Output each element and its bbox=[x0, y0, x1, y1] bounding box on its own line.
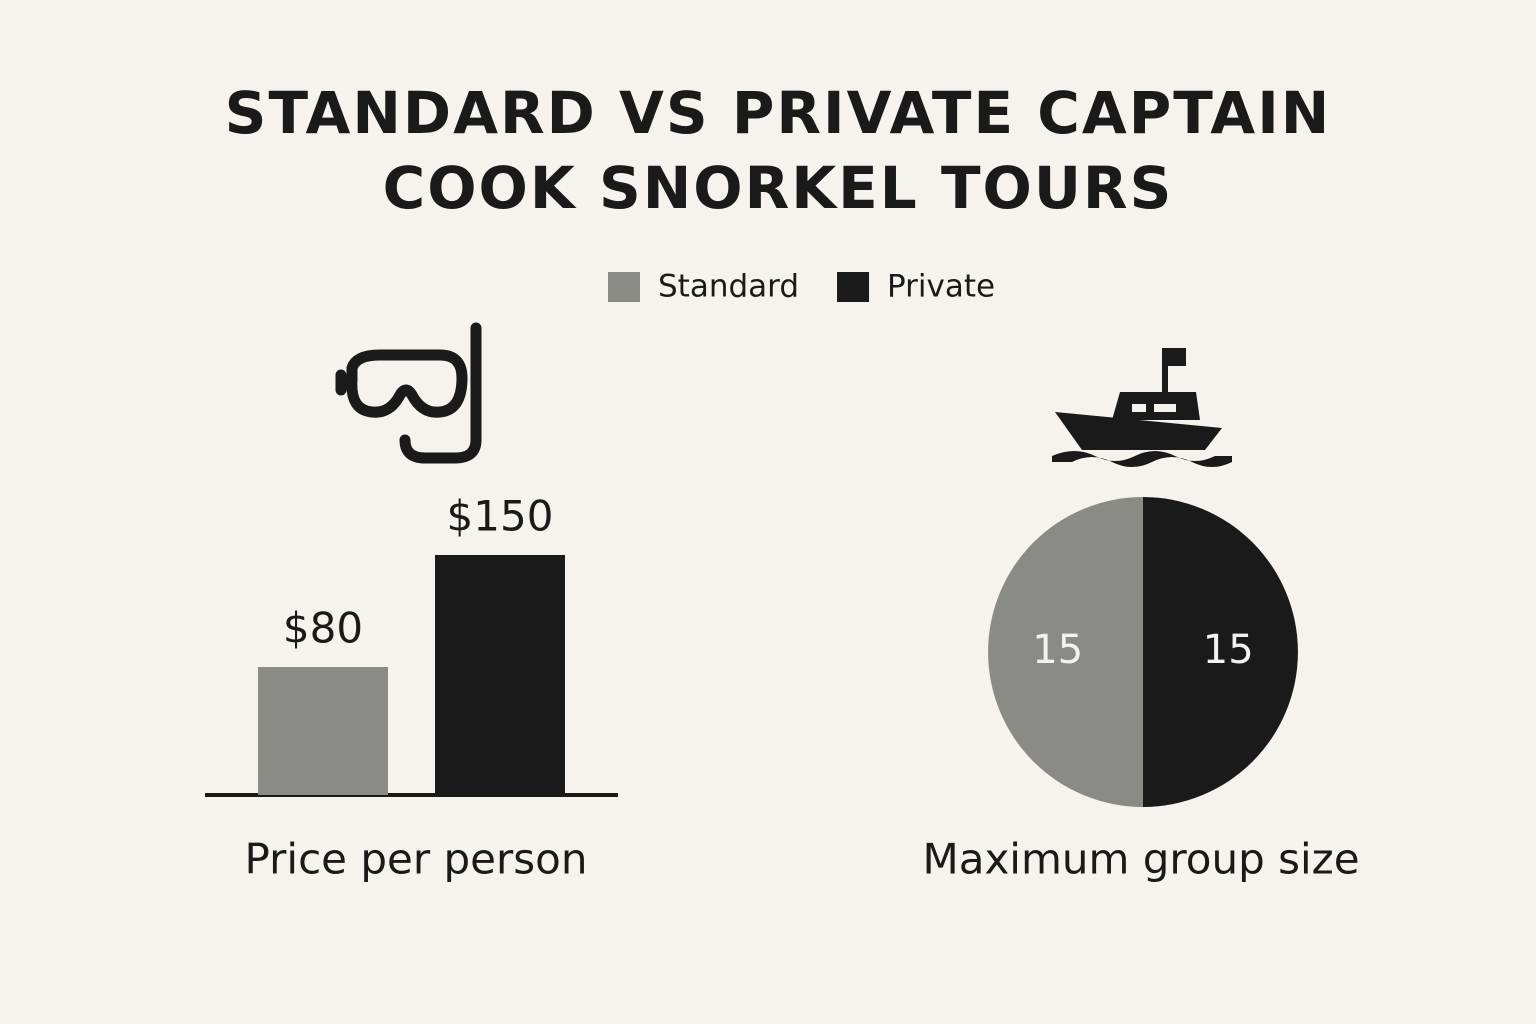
pie-slice bbox=[1143, 497, 1298, 807]
snorkel-icon bbox=[335, 322, 482, 464]
value-label: $150 bbox=[447, 492, 554, 541]
legend-label: Standard bbox=[658, 269, 799, 305]
slice-label: 15 bbox=[1203, 627, 1254, 673]
legend-swatch bbox=[837, 272, 870, 302]
title-line: COOK SNORKEL TOURS bbox=[383, 154, 1174, 222]
x-axis-label: Maximum group size bbox=[922, 835, 1359, 884]
pie-slice bbox=[988, 497, 1143, 807]
legend-label: Private bbox=[887, 269, 995, 305]
boat-icon bbox=[1052, 348, 1232, 467]
value-label: $80 bbox=[283, 604, 363, 653]
bar bbox=[435, 555, 565, 795]
legend-swatch bbox=[608, 272, 640, 302]
x-axis-label: Price per person bbox=[245, 835, 588, 884]
slice-label: 15 bbox=[1032, 627, 1083, 673]
bar bbox=[258, 667, 388, 795]
title-line: STANDARD VS PRIVATE CAPTAIN bbox=[225, 79, 1332, 147]
